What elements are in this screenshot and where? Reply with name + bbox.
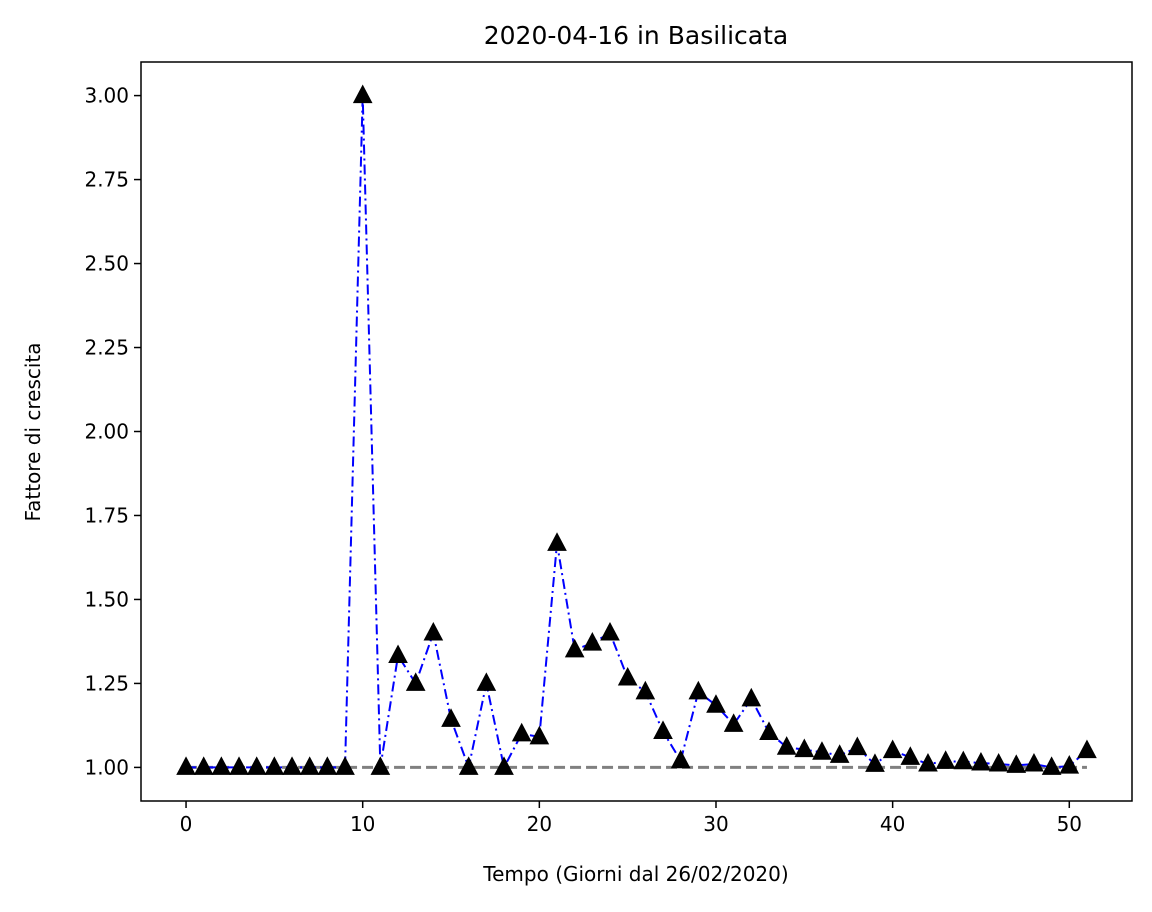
data-point xyxy=(971,751,991,771)
data-point xyxy=(193,756,214,775)
data-point xyxy=(1041,756,1062,775)
data-point xyxy=(600,621,620,641)
data-point xyxy=(918,752,938,772)
y-tick-label: 1.25 xyxy=(84,671,129,695)
data-point xyxy=(829,744,850,763)
y-tick-label: 1.00 xyxy=(84,755,129,779)
data-point xyxy=(335,756,355,775)
data-point xyxy=(741,687,762,707)
data-point xyxy=(405,672,426,691)
data-point xyxy=(423,621,444,641)
x-tick-label: 40 xyxy=(880,812,905,836)
data-point xyxy=(317,756,338,775)
data-point xyxy=(759,721,779,740)
chart-title: 2020-04-16 in Basilicata xyxy=(484,21,789,50)
data-point xyxy=(953,750,974,770)
data-point xyxy=(299,756,320,775)
y-tick-label: 2.25 xyxy=(84,336,129,360)
y-tick-label: 1.50 xyxy=(84,587,129,611)
data-point xyxy=(388,644,408,664)
data-point xyxy=(441,708,461,727)
data-point xyxy=(865,753,885,772)
y-tick-label: 3.00 xyxy=(84,84,129,108)
y-axis-label: Fattore di crescita xyxy=(21,342,45,521)
data-point xyxy=(882,739,903,759)
data-point xyxy=(458,756,479,775)
data-point xyxy=(176,756,196,775)
y-tick-label: 2.00 xyxy=(84,420,129,444)
data-point xyxy=(935,750,956,769)
data-point xyxy=(564,638,585,658)
data-point xyxy=(1006,754,1027,773)
series-line xyxy=(186,95,1088,772)
data-point xyxy=(511,722,532,742)
x-tick-label: 50 xyxy=(1057,812,1082,836)
data-point xyxy=(776,736,797,755)
x-tick-label: 20 xyxy=(527,812,552,836)
data-point xyxy=(847,736,868,756)
data-point xyxy=(1024,752,1044,772)
data-point xyxy=(476,672,497,691)
data-point xyxy=(282,756,302,775)
data-point xyxy=(794,738,815,758)
axes-frame xyxy=(140,61,1133,802)
data-point xyxy=(246,756,267,775)
data-point xyxy=(670,749,691,769)
data-point xyxy=(706,694,726,713)
y-tick-label: 2.75 xyxy=(84,168,129,192)
y-tick-label: 1.75 xyxy=(84,503,129,527)
data-point xyxy=(370,756,391,775)
y-tick-label: 2.50 xyxy=(84,252,129,276)
data-point xyxy=(1077,739,1097,759)
data-point xyxy=(688,680,709,700)
data-point xyxy=(812,741,832,760)
data-point xyxy=(900,746,921,765)
data-point xyxy=(653,720,673,739)
data-point xyxy=(529,725,550,745)
x-tick-label: 10 xyxy=(350,812,375,836)
data-point xyxy=(229,756,249,775)
data-point xyxy=(582,632,603,651)
data-point xyxy=(352,84,373,104)
plot-area: 0 10 20 30 40 50 1.00 1.25 1.50 1.75 2.00 2.25 2.50 2… xyxy=(84,61,1133,836)
data-point xyxy=(1059,754,1080,774)
x-tick-label: 0 xyxy=(180,812,193,836)
data-point xyxy=(635,680,656,700)
data-point xyxy=(988,752,1009,772)
x-axis-label: Tempo (Giorni dal 26/02/2020) xyxy=(482,862,788,886)
data-point xyxy=(264,756,285,775)
data-point xyxy=(617,666,638,686)
data-point xyxy=(723,713,744,732)
data-point xyxy=(494,756,514,775)
data-point xyxy=(211,756,232,775)
data-point xyxy=(547,532,567,551)
x-tick-label: 30 xyxy=(703,812,728,836)
